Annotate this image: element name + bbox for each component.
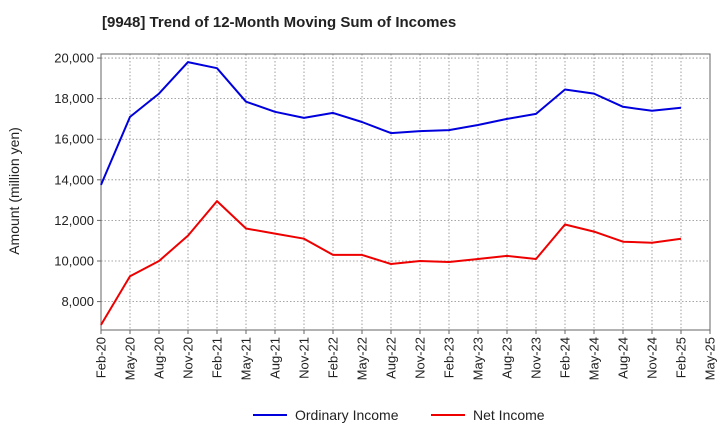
y-tick-label: 10,000 xyxy=(54,254,94,269)
x-tick-label: Nov-24 xyxy=(645,337,660,379)
plot-area-frame xyxy=(100,53,711,331)
legend: Ordinary Income Net Income xyxy=(253,407,545,423)
x-tick-label: Feb-25 xyxy=(674,337,689,378)
legend-label: Ordinary Income xyxy=(295,407,399,423)
x-tick-label: May-23 xyxy=(471,337,486,380)
chart-title: [9948] Trend of 12-Month Moving Sum of I… xyxy=(102,14,457,31)
x-tick-label: Feb-21 xyxy=(210,337,225,378)
legend-label: Net Income xyxy=(473,407,545,423)
x-tick-label: Feb-24 xyxy=(558,337,573,378)
y-tick-label: 16,000 xyxy=(54,132,94,147)
x-tick-labels: Feb-20 May-20 Aug-20 Nov-20 Feb-21 May-21 Aug-… xyxy=(94,330,718,380)
x-tick-label: Aug-23 xyxy=(500,337,515,379)
y-tick-label: 14,000 xyxy=(54,172,94,187)
x-tick-label: Aug-24 xyxy=(616,337,631,379)
series-lines xyxy=(100,61,682,326)
x-tick-label: Nov-22 xyxy=(413,337,428,379)
x-tick-label: May-21 xyxy=(239,337,254,380)
x-tick-label: Feb-20 xyxy=(94,337,109,378)
x-tick-label: Nov-23 xyxy=(529,337,544,379)
y-tick-label: 18,000 xyxy=(54,91,94,106)
x-tick-label: Feb-22 xyxy=(326,337,341,378)
y-tick-label: 20,000 xyxy=(54,51,94,66)
x-tick-label: May-22 xyxy=(355,337,370,380)
series-line-ordinary-income xyxy=(100,61,682,186)
y-tick-label: 8,000 xyxy=(61,294,94,309)
series-line-net-income xyxy=(100,200,682,326)
y-tick-labels: 8,000 10,000 12,000 14,000 16,000 18,000 20,00… xyxy=(54,51,101,309)
x-tick-label: Feb-23 xyxy=(442,337,457,378)
y-tick-label: 12,000 xyxy=(54,213,94,228)
x-tick-label: Nov-20 xyxy=(181,337,196,379)
x-tick-label: Aug-21 xyxy=(268,337,283,379)
x-tick-label: Aug-20 xyxy=(152,337,167,379)
y-axis-label: Amount (million yen) xyxy=(6,127,22,255)
x-tick-label: Nov-21 xyxy=(297,337,312,379)
grid-lines xyxy=(101,54,710,330)
x-tick-label: Aug-22 xyxy=(384,337,399,379)
x-tick-label: May-25 xyxy=(703,337,718,380)
x-tick-label: May-24 xyxy=(587,337,602,380)
x-tick-label: May-20 xyxy=(123,337,138,380)
